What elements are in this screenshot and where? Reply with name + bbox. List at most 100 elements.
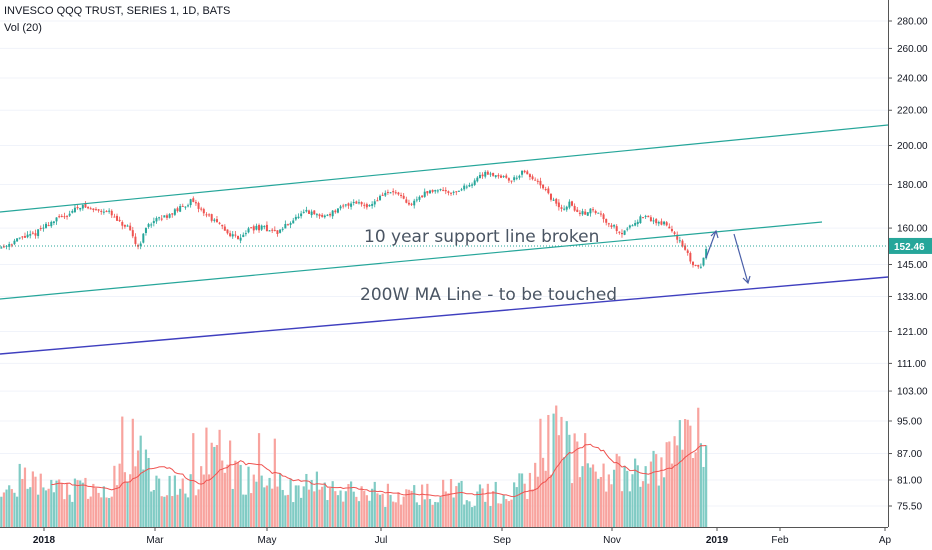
candle-body	[231, 234, 234, 237]
volume-bar	[131, 418, 134, 527]
volume-bar	[655, 454, 658, 527]
volume-bar	[21, 478, 24, 527]
candle-body	[478, 174, 481, 179]
volume-bar	[257, 433, 261, 527]
candle-body	[547, 188, 550, 194]
volume-bar	[405, 489, 408, 527]
volume-bar	[18, 463, 21, 527]
candle-body	[592, 209, 595, 211]
volume-bar	[252, 474, 255, 527]
volume-bar	[271, 488, 274, 527]
volume-bar	[357, 501, 361, 527]
candle-body	[618, 231, 621, 233]
candle-body	[13, 240, 16, 245]
candle-body	[37, 229, 40, 237]
volume-bar	[205, 427, 208, 527]
volume-bar	[160, 496, 163, 527]
candle-body	[620, 233, 623, 235]
price-tick-label: 81.00	[897, 475, 922, 486]
volume-bar	[200, 466, 203, 527]
volume-bar	[620, 491, 624, 527]
candle-body	[560, 207, 563, 209]
volume-bar	[691, 458, 695, 527]
candle-body	[613, 225, 616, 227]
volume-bar	[313, 491, 316, 527]
candle-body	[45, 223, 48, 228]
candle-body	[336, 208, 339, 213]
candle-body	[418, 196, 421, 200]
volume-bar	[115, 485, 119, 527]
candle-body	[360, 202, 363, 205]
volume-bar	[2, 492, 6, 527]
volume-bar	[618, 456, 621, 527]
volume-bar	[610, 484, 613, 527]
volume-bar	[702, 466, 705, 527]
candle-body	[100, 210, 103, 212]
volume-bar	[10, 489, 13, 527]
volume-bar	[339, 490, 342, 527]
candle-body	[502, 176, 505, 178]
candle-body	[521, 170, 524, 175]
price-tick-label: 200.00	[897, 141, 928, 152]
candle-body	[297, 216, 300, 219]
volume-bar	[15, 496, 19, 527]
time-tick-label: Feb	[771, 535, 789, 546]
volume-bar	[644, 466, 647, 527]
candle-body	[434, 190, 437, 192]
volume-bar	[384, 506, 387, 527]
arrow-down-head	[742, 275, 751, 285]
candle-body	[386, 191, 389, 193]
candle-body	[23, 236, 26, 238]
volume-bar	[418, 504, 421, 527]
candle-body	[218, 222, 221, 224]
volume-bar	[89, 496, 92, 527]
candle-body	[0, 247, 3, 249]
volume-bar	[689, 425, 692, 527]
volume-bar	[421, 484, 424, 527]
candle-body	[342, 205, 345, 207]
candle-body	[97, 209, 100, 211]
volume-bar	[615, 453, 618, 527]
volume-bar	[34, 476, 37, 527]
candle-body	[318, 214, 321, 217]
volume-bar	[528, 472, 532, 527]
candle-body	[373, 201, 376, 205]
volume-bar	[602, 463, 605, 527]
candle-body	[121, 222, 124, 226]
volume-bar	[407, 489, 411, 527]
volume-bar	[79, 480, 82, 527]
candle-body	[268, 230, 271, 232]
candle-body	[452, 191, 455, 193]
candle-body	[634, 223, 637, 226]
candle-body	[528, 174, 531, 178]
volume-bar	[473, 505, 476, 527]
candle-body	[678, 240, 681, 242]
volume-bar	[428, 499, 432, 527]
candle-body	[465, 186, 468, 188]
volume-bar	[534, 462, 537, 527]
volume-bar	[123, 472, 127, 527]
candle-body	[663, 221, 666, 225]
candle-body	[179, 206, 182, 212]
volume-bar	[0, 496, 3, 527]
volume-bar	[171, 496, 174, 527]
candle-body	[147, 224, 150, 227]
volume-bar	[470, 507, 474, 527]
candle-body	[463, 185, 466, 190]
price-tick-label: 87.00	[897, 449, 922, 460]
volume-bar	[194, 495, 198, 527]
volume-bar	[476, 491, 479, 527]
candle-body	[492, 172, 495, 176]
candle-body	[500, 175, 502, 178]
volume-bar	[455, 486, 458, 527]
candle-body	[189, 199, 192, 206]
candle-body	[563, 208, 566, 210]
candle-body	[331, 210, 334, 217]
volume-bar	[118, 463, 121, 527]
candle-body	[549, 193, 552, 200]
volume-bar	[439, 497, 442, 527]
candle-body	[144, 227, 147, 233]
volume-bar	[392, 501, 395, 527]
volume-bar	[31, 471, 34, 527]
